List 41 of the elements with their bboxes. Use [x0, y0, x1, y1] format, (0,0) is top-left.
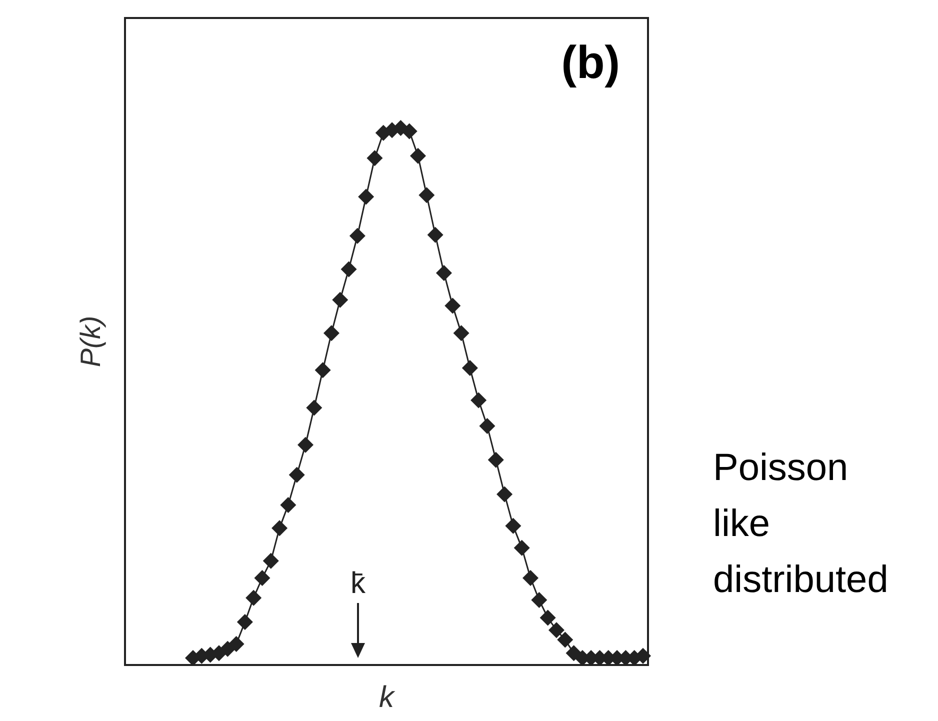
- point: [436, 264, 452, 281]
- point: [280, 496, 296, 513]
- point: [254, 570, 270, 586]
- point: [306, 400, 322, 416]
- point: [401, 123, 418, 140]
- point: [323, 325, 340, 342]
- point: [340, 261, 357, 278]
- point: [505, 518, 522, 534]
- point: [298, 436, 314, 453]
- y-axis-title: P(k): [75, 316, 106, 368]
- point: [548, 622, 564, 638]
- text: Poisson like distributed: [713, 447, 888, 601]
- point: [453, 325, 470, 342]
- point: [349, 228, 366, 244]
- point: [246, 590, 262, 606]
- point: [418, 187, 435, 204]
- point: [514, 540, 530, 556]
- point: [288, 466, 305, 483]
- point: [496, 486, 513, 502]
- point: [444, 298, 461, 314]
- point: [462, 360, 478, 376]
- point: [488, 452, 504, 468]
- point: [540, 610, 556, 626]
- text: (b): [561, 36, 620, 88]
- point: [427, 226, 444, 243]
- point: [332, 292, 348, 308]
- point: [236, 614, 253, 630]
- point: [479, 418, 496, 434]
- point: [366, 150, 383, 166]
- point: [557, 632, 574, 648]
- point: [531, 592, 548, 608]
- point: [470, 392, 487, 408]
- annotation: k̄: [350, 567, 366, 600]
- point: [228, 636, 244, 652]
- x-axis-title: k: [379, 681, 396, 714]
- point: [314, 362, 331, 378]
- point: [272, 520, 288, 536]
- point: [410, 148, 426, 164]
- point: [358, 188, 374, 205]
- point: [262, 552, 279, 569]
- point: [522, 570, 538, 586]
